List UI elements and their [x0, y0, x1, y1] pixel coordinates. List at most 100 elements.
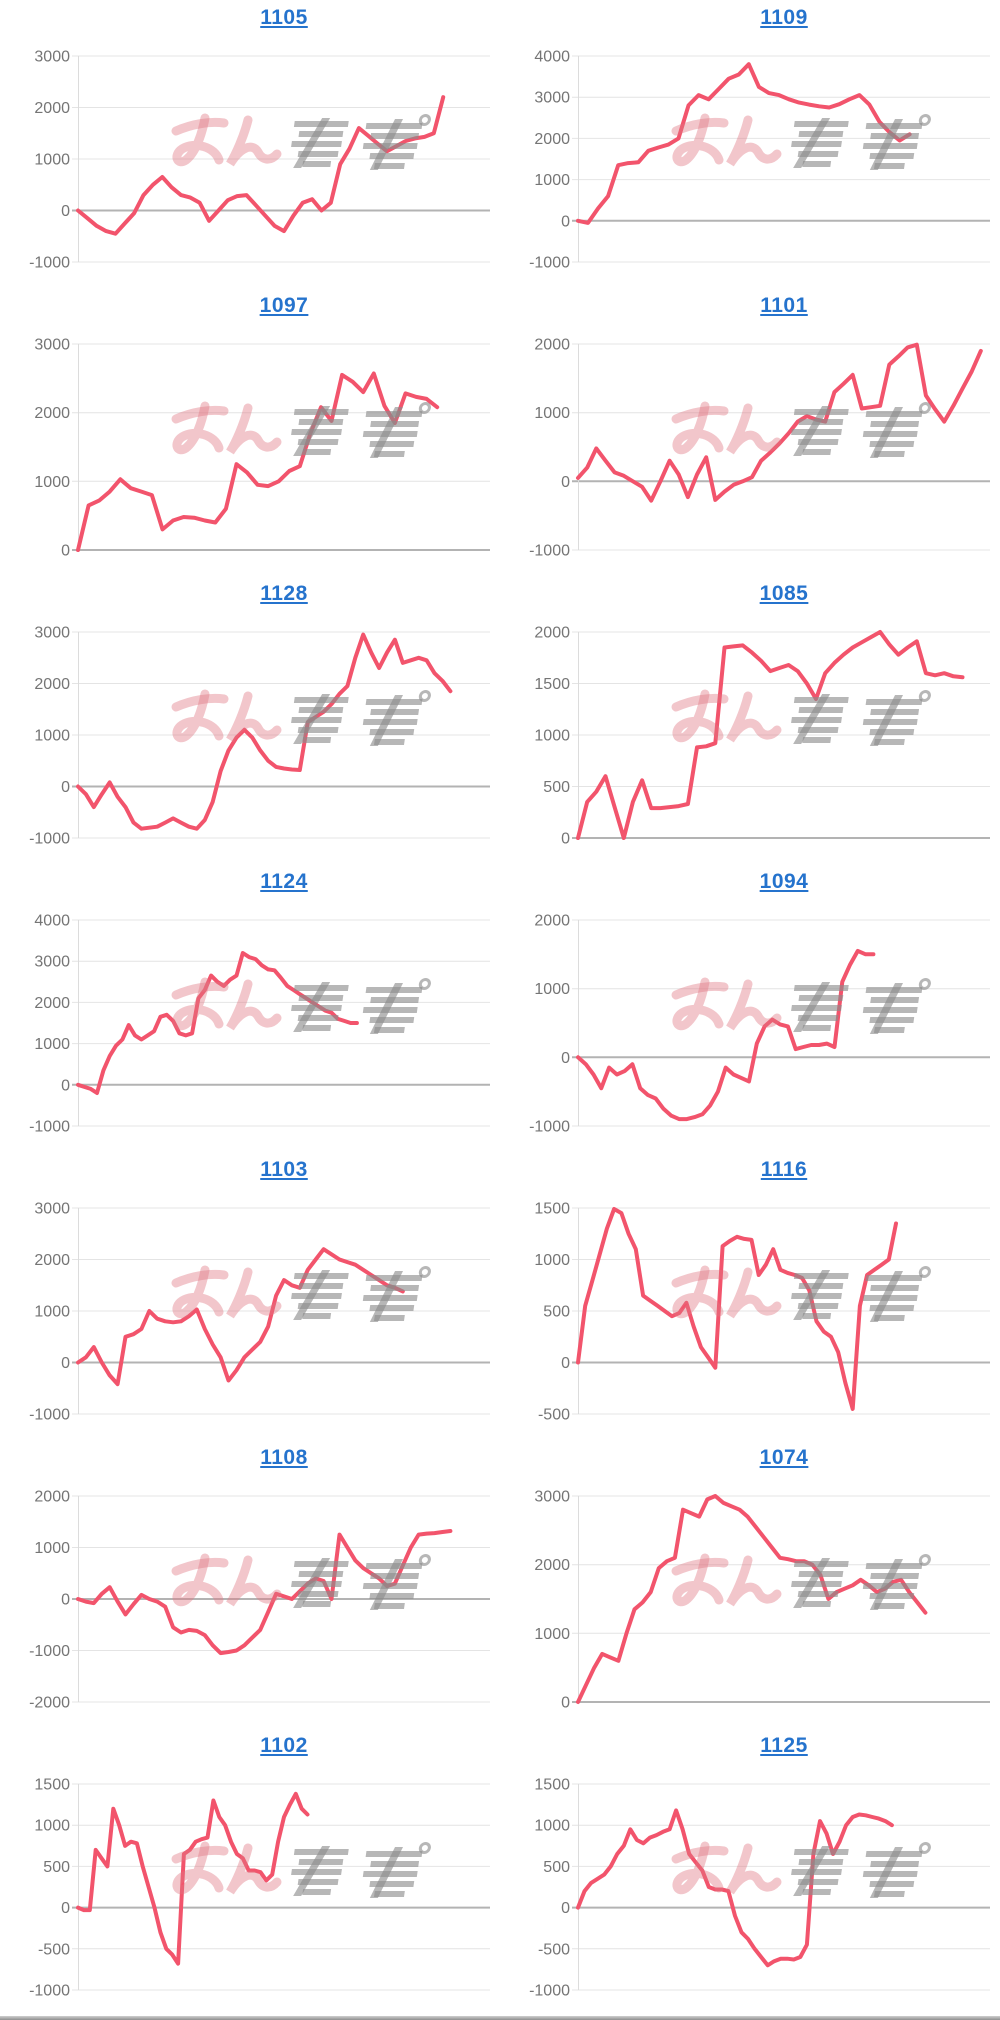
svg-text:2000: 2000 — [34, 995, 70, 1012]
slump-graph: 2000 1000 0 -1000 -2000 — [29, 1489, 490, 1712]
y-axis-labels: 2000 1000 0 -1000 — [529, 913, 570, 1136]
machine-number-link[interactable]: 1097 — [259, 294, 309, 317]
series-line — [576, 630, 965, 840]
svg-text:1500: 1500 — [34, 1777, 70, 1794]
machine-number-link[interactable]: 1109 — [760, 6, 808, 29]
svg-text:1000: 1000 — [534, 405, 570, 422]
machine-number-link[interactable]: 1074 — [759, 1446, 809, 1469]
svg-text:1000: 1000 — [34, 1818, 70, 1835]
svg-text:2000: 2000 — [34, 676, 70, 693]
y-axis-labels: 1500 1000 500 0 -500 -1000 — [529, 1777, 570, 2000]
svg-text:1000: 1000 — [534, 1818, 570, 1835]
chart-title-row: 1108 — [78, 1446, 490, 1470]
svg-text:2000: 2000 — [534, 913, 570, 930]
y-axis-labels: 3000 2000 1000 0 -1000 — [29, 49, 70, 272]
svg-text:-1000: -1000 — [29, 1983, 70, 2000]
svg-text:500: 500 — [543, 1859, 570, 1876]
svg-text:-1000: -1000 — [29, 255, 70, 272]
svg-text:500: 500 — [43, 1859, 70, 1876]
slump-graph: 4000 3000 2000 1000 0 -1000 — [529, 49, 990, 272]
svg-text:2000: 2000 — [534, 625, 570, 642]
chart-title-row: 1103 — [78, 1158, 490, 1182]
machine-number-link[interactable]: 1105 — [260, 6, 308, 29]
chart-cell: 3000 2000 1000 0 -1000 1105 — [0, 0, 500, 288]
slump-graph: 3000 2000 1000 0 -1000 — [29, 625, 490, 848]
gridlines — [572, 1495, 990, 1703]
svg-text:3000: 3000 — [34, 49, 70, 66]
machine-number-link[interactable]: 1128 — [260, 582, 308, 605]
svg-text:-1000: -1000 — [29, 1407, 70, 1424]
svg-text:2000: 2000 — [34, 1252, 70, 1269]
svg-text:1500: 1500 — [534, 1201, 570, 1218]
chart-cell: 4000 3000 2000 1000 0 -1000 1124 — [0, 864, 500, 1152]
series-line — [76, 1791, 310, 1966]
svg-text:2000: 2000 — [534, 131, 570, 148]
machine-number-link[interactable]: 1101 — [760, 294, 808, 317]
svg-text:1000: 1000 — [534, 172, 570, 189]
svg-text:-500: -500 — [538, 1941, 570, 1958]
machine-number-link[interactable]: 1094 — [759, 870, 809, 893]
chart-title-row: 1128 — [78, 582, 490, 606]
machine-number-link[interactable]: 1085 — [759, 582, 809, 605]
svg-text:3000: 3000 — [534, 90, 570, 107]
chart-title-row: 1094 — [578, 870, 990, 894]
svg-text:1000: 1000 — [34, 474, 70, 491]
y-axis-labels: 2000 1500 1000 500 0 — [534, 625, 570, 848]
svg-text:1000: 1000 — [34, 1304, 70, 1321]
gridlines — [72, 1783, 490, 1991]
series-line — [576, 1808, 894, 1968]
series-line — [576, 1494, 928, 1704]
machine-number-link[interactable]: 1124 — [260, 870, 308, 893]
y-axis-labels: 3000 2000 1000 0 — [34, 337, 70, 560]
svg-text:2000: 2000 — [534, 1557, 570, 1574]
svg-text:1000: 1000 — [534, 728, 570, 745]
gridlines — [572, 343, 990, 551]
svg-text:-500: -500 — [538, 1407, 570, 1424]
y-axis-labels: 2000 1000 0 -1000 — [529, 337, 570, 560]
svg-text:0: 0 — [61, 1077, 70, 1094]
svg-text:-1000: -1000 — [29, 831, 70, 848]
machine-number-link[interactable]: 1102 — [260, 1734, 308, 1757]
machine-number-link[interactable]: 1103 — [260, 1158, 308, 1181]
gridlines — [572, 631, 990, 839]
svg-text:0: 0 — [561, 1695, 570, 1712]
series-line — [576, 948, 876, 1122]
slump-graph: 3000 2000 1000 0 — [34, 337, 490, 560]
slump-graph: 2000 1000 0 -1000 — [529, 913, 990, 1136]
svg-text:1500: 1500 — [534, 676, 570, 693]
svg-text:0: 0 — [561, 831, 570, 848]
series-line — [76, 95, 446, 236]
gridlines — [572, 1783, 990, 1991]
svg-text:4000: 4000 — [534, 49, 570, 66]
gridlines — [572, 1207, 990, 1415]
y-axis-labels: 3000 2000 1000 0 -1000 — [29, 625, 70, 848]
svg-text:1000: 1000 — [34, 728, 70, 745]
machine-number-link[interactable]: 1116 — [760, 1158, 808, 1181]
svg-text:3000: 3000 — [34, 625, 70, 642]
svg-text:-500: -500 — [38, 1941, 70, 1958]
slump-graph: 1500 1000 500 0 -500 -1000 — [529, 1777, 990, 2000]
machine-number-link[interactable]: 1108 — [260, 1446, 308, 1469]
chart-cell: 1500 1000 500 0 -500 -1000 1102 — [0, 1728, 500, 2016]
svg-text:3000: 3000 — [34, 337, 70, 354]
svg-text:-1000: -1000 — [29, 1643, 70, 1660]
svg-text:1000: 1000 — [534, 981, 570, 998]
gridlines — [72, 343, 490, 551]
slump-graph: 3000 2000 1000 0 -1000 — [29, 49, 490, 272]
svg-text:3000: 3000 — [34, 1201, 70, 1218]
y-axis-labels: 1500 1000 500 0 -500 -1000 — [29, 1777, 70, 2000]
machine-number-link[interactable]: 1125 — [760, 1734, 808, 1757]
chart-title-row: 1109 — [578, 6, 990, 30]
chart-title-row: 1125 — [578, 1734, 990, 1758]
chart-cell: 3000 2000 1000 0 -1000 1103 — [0, 1152, 500, 1440]
y-axis-labels: 3000 2000 1000 0 -1000 — [29, 1201, 70, 1424]
chart-title-row: 1124 — [78, 870, 490, 894]
svg-text:0: 0 — [561, 1900, 570, 1917]
svg-text:1000: 1000 — [534, 1252, 570, 1269]
gridlines — [72, 631, 490, 839]
chart-title-row: 1074 — [578, 1446, 990, 1470]
svg-text:3000: 3000 — [534, 1489, 570, 1506]
chart-title-row: 1101 — [578, 294, 990, 318]
svg-text:0: 0 — [61, 1900, 70, 1917]
